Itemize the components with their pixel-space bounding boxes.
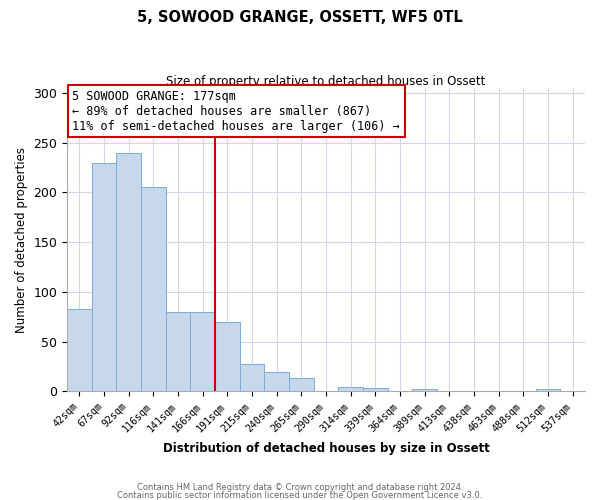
Text: Contains public sector information licensed under the Open Government Licence v3: Contains public sector information licen… xyxy=(118,490,482,500)
Bar xyxy=(338,388,363,392)
Bar xyxy=(289,378,314,392)
Y-axis label: Number of detached properties: Number of detached properties xyxy=(15,146,28,332)
Text: 5, SOWOOD GRANGE, OSSETT, WF5 0TL: 5, SOWOOD GRANGE, OSSETT, WF5 0TL xyxy=(137,10,463,25)
Bar xyxy=(116,152,141,392)
Bar xyxy=(412,390,437,392)
Title: Size of property relative to detached houses in Ossett: Size of property relative to detached ho… xyxy=(166,75,486,88)
Bar xyxy=(240,364,265,392)
Bar xyxy=(265,372,289,392)
X-axis label: Distribution of detached houses by size in Ossett: Distribution of detached houses by size … xyxy=(163,442,490,455)
Bar xyxy=(215,322,240,392)
Bar xyxy=(141,188,166,392)
Bar xyxy=(536,390,560,392)
Bar xyxy=(67,309,92,392)
Bar xyxy=(166,312,190,392)
Text: 5 SOWOOD GRANGE: 177sqm
← 89% of detached houses are smaller (867)
11% of semi-d: 5 SOWOOD GRANGE: 177sqm ← 89% of detache… xyxy=(73,90,400,132)
Bar xyxy=(363,388,388,392)
Bar xyxy=(190,312,215,392)
Text: Contains HM Land Registry data © Crown copyright and database right 2024.: Contains HM Land Registry data © Crown c… xyxy=(137,484,463,492)
Bar xyxy=(92,162,116,392)
